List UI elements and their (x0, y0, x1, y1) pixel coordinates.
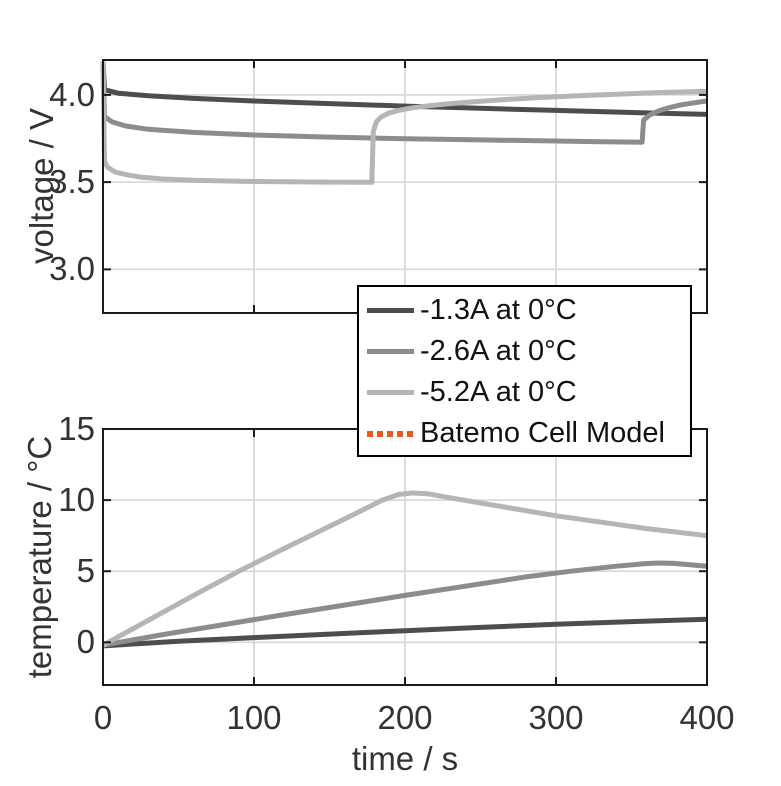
time-x-axis-label: time / s (351, 740, 459, 777)
legend-item: -1.3A at 0°C (367, 290, 690, 331)
legend-box: -1.3A at 0°C -2.6A at 0°C -5.2A at 0°C Bate… (357, 285, 692, 457)
curve--1.3a-at-0-c (100, 61, 708, 117)
line-swatch-icon (367, 349, 414, 354)
curve--2.6a-at-0-c (102, 560, 708, 648)
legend-item: -2.6A at 0°C (367, 331, 690, 372)
y-tick-label: 10 (58, 481, 95, 519)
y-tick-label: 0 (76, 623, 95, 661)
y-tick-label: 4.0 (49, 75, 95, 113)
y-tick-label: 3.0 (49, 250, 95, 288)
legend-item-label: -2.6A at 0°C (420, 335, 577, 367)
legend-item-label: -1.3A at 0°C (420, 294, 577, 326)
legend-item: Batemo Cell Model (367, 413, 690, 454)
legend-item-label: -5.2A at 0°C (420, 376, 577, 408)
line-swatch-icon (367, 390, 414, 395)
curve--1.3a-at-0-c (102, 616, 708, 649)
temperature-plot (101, 428, 708, 686)
x-tick-label: 0 (93, 699, 113, 736)
x-tick-label: 300 (528, 699, 584, 736)
x-tick-label: 400 (679, 699, 735, 736)
legend-item-label: Batemo Cell Model (420, 417, 665, 449)
line-swatch-icon (367, 308, 414, 313)
y-tick-label: 15 (58, 410, 95, 447)
voltage-plot (100, 59, 708, 314)
legend-item: -5.2A at 0°C (367, 372, 690, 413)
curve--5.2a-at-0-c (100, 62, 708, 185)
x-tick-label: 200 (377, 699, 433, 736)
curve--5.2a-at-0-c (101, 490, 708, 648)
curve--2.6a-at-0-c (100, 61, 708, 145)
dotted-line-swatch-icon (367, 430, 414, 437)
y-tick-label: 3.5 (49, 163, 95, 201)
y-tick-label: 5 (76, 552, 95, 590)
x-tick-label: 100 (226, 699, 282, 736)
